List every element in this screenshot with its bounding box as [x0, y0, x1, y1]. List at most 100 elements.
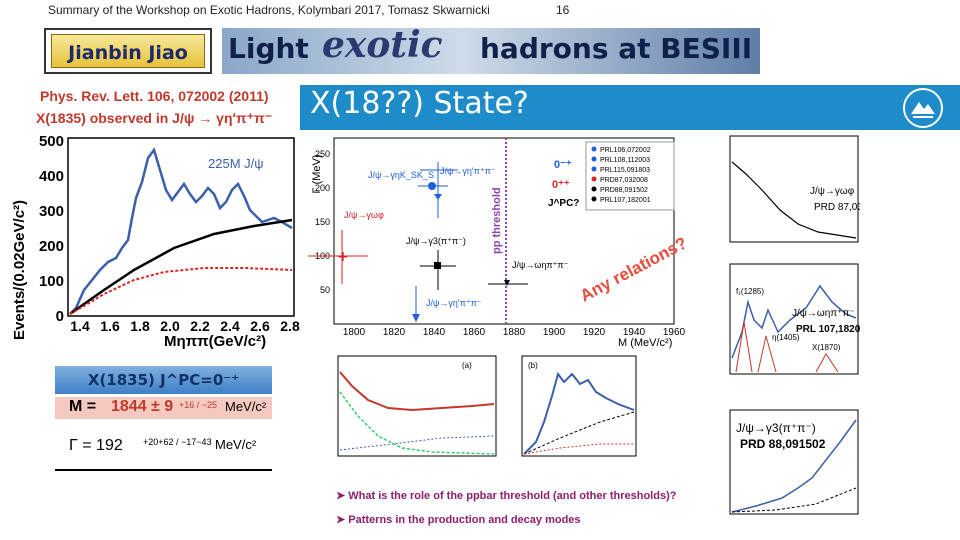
right-top-label: J/ψ→γωφ: [810, 186, 855, 197]
main-ytick-label: 200: [39, 238, 64, 255]
center-xtick-label: 1860: [463, 327, 486, 338]
center-xtick-label: 1960: [663, 327, 686, 338]
slide-title-bar: [300, 85, 960, 130]
point-prl107: [504, 280, 510, 286]
main-xtick-label: 2.4: [220, 318, 240, 334]
results-box: X(1835) J^PC=0⁻⁺ M = 1844 ± 9 +16 / −25 …: [55, 366, 272, 474]
right-mid-plot: f₁(1285) η(1405) X(1870) J/ψ→ωηπ⁺π⁻ PRL …: [729, 263, 860, 375]
point-prl108: [434, 194, 442, 200]
center-xtick-label: 1900: [543, 327, 566, 338]
plot-b-fit: [523, 371, 635, 455]
bullet-1: ➤ What is the role of the ppbar threshol…: [336, 490, 677, 502]
center-ytick-label: 150: [315, 217, 330, 227]
annot-etaprime-2: J/ψ→γη′π⁺π⁻: [426, 298, 482, 308]
plot-a: (a): [337, 355, 497, 457]
center-ytick-label: 250: [315, 149, 330, 159]
bullet-2: ➤ Patterns in the production and decay m…: [336, 514, 581, 526]
center-xtick-label: 1820: [383, 327, 406, 338]
main-xtick-label: 1.6: [100, 318, 120, 334]
right-mid-ref: PRL 107,182001: [796, 324, 860, 335]
pp-threshold-label: pp threshold: [491, 187, 503, 254]
right-top-curve: [731, 161, 857, 239]
logo-mountain-icon: [911, 102, 935, 118]
legend-marker: [591, 176, 597, 182]
point-prd87: +: [337, 249, 349, 265]
page-number: 16: [556, 3, 570, 17]
plot-b-phsp: [523, 443, 634, 455]
plot-a-component: [339, 391, 495, 455]
bullet-arrow-icon: ➤: [336, 514, 349, 526]
point-prd88: [434, 262, 441, 269]
width-label: Γ = 192: [69, 437, 123, 454]
right-bottom-label: J/ψ→γ3(π⁺π⁻): [736, 421, 816, 435]
center-plot-xlabel: M (MeV/c²): [618, 337, 672, 349]
right-top-plot: J/ψ→γωφ PRD 87,032008: [729, 135, 860, 243]
mass-row: M = 1844 ± 9 +16 / −25 MeV/c²: [55, 397, 272, 419]
right-mid-peak3: [815, 353, 839, 373]
author-box: Jianbin Jiao: [44, 28, 212, 74]
jpc-0pp: 0⁺⁺: [552, 179, 570, 191]
legend-marker: [591, 166, 597, 172]
legend-entry: PRL107,182001: [600, 197, 651, 204]
annot-etaKK: J/ψ→γηK_SK_S: [368, 170, 434, 180]
right-bottom-plot: J/ψ→γ3(π⁺π⁻) PRD 88,091502: [729, 409, 859, 515]
main-xtick-label: 2.6: [250, 318, 270, 334]
annot-etaprime: J/ψ→γη′π⁺π⁻: [440, 166, 496, 176]
main-plot-legend: 225M J/ψ: [208, 156, 264, 171]
author-name: Jianbin Jiao: [68, 42, 188, 64]
legend-marker: [591, 186, 597, 192]
title-exotic: exotic: [322, 24, 443, 66]
main-plot-yticks: 0 100 200 300 400 500: [39, 133, 64, 325]
right-mid-label: J/ψ→ωηπ⁺π⁻: [792, 308, 855, 319]
mass-label: M =: [69, 398, 97, 415]
main-mass-plot: Events/(0.02GeV/c²) 0 100 200 300 400 500 1.4…: [11, 133, 300, 350]
right-mid-frame: [729, 263, 859, 375]
title-banner: Light exotic hadrons at BESIII: [222, 24, 760, 74]
main-plot-xlabel: Mηππ(GeV/c²): [164, 333, 266, 350]
mass-error: +16 / −25: [179, 400, 218, 410]
center-xtick-label: 1920: [583, 327, 606, 338]
main-plot-ylabel: Events/(0.02GeV/c²): [11, 200, 28, 340]
legend-entry: PRD87,032008: [600, 177, 648, 184]
main-xtick-label: 1.8: [130, 318, 150, 334]
width-row: Γ = 192 +20+62 / −17−43 MeV/c²: [55, 429, 272, 471]
right-mid-peak2: [757, 335, 777, 373]
peak-x1870: X(1870): [812, 343, 841, 352]
center-ytick-label: 50: [320, 285, 330, 295]
right-mid-fit: [731, 284, 857, 359]
point-prl115: [412, 314, 420, 322]
main-fit-curve: [69, 147, 293, 315]
mass-unit: MeV/c²: [225, 399, 267, 414]
legend-entry: PRL115,091803: [600, 167, 650, 174]
center-plot-xticks: 1800 1820 1840 1860 1880 1900 1920 1940 1960: [343, 327, 686, 338]
main-ytick-label: 100: [39, 273, 64, 290]
main-xtick-label: 2.8: [280, 318, 300, 334]
width-unit: MeV/c²: [215, 437, 257, 452]
center-xtick-label: 1800: [343, 327, 366, 338]
main-ytick-label: 400: [39, 168, 64, 185]
jpc-unknown: J^PC?: [548, 198, 579, 209]
title-light: Light: [228, 32, 309, 65]
legend-marker: [591, 196, 597, 202]
plot-a-bkg: [339, 435, 495, 451]
right-bottom-fit: [731, 419, 857, 513]
legend-entry: PRL106,072002: [600, 147, 651, 154]
main-plot-xticks: 1.4 1.6 1.8 2.0 2.2 2.4 2.6 2.8: [70, 318, 300, 334]
plot-a-tag: (a): [462, 361, 472, 370]
width-error: +20+62 / −17−43: [143, 437, 212, 447]
peak-f1: f₁(1285): [736, 287, 764, 296]
annot-3pipi: J/ψ→γ3(π⁺π⁻): [406, 236, 466, 246]
jpc-0mp: 0⁻⁺: [554, 159, 572, 171]
peak-eta1405: η(1405): [772, 333, 800, 342]
center-xtick-label: 1940: [623, 327, 646, 338]
center-plot-ylabel: Γ (MeV): [311, 154, 323, 193]
right-bottom-bkg: [731, 487, 857, 513]
plot-b-tag: (b): [528, 361, 538, 370]
plot-b: (b): [521, 355, 637, 457]
right-bottom-ref: PRD 88,091502: [740, 437, 826, 451]
title-rest: hadrons at BESIII: [480, 32, 753, 65]
center-ytick-label: 200: [315, 183, 330, 193]
plot-b-frame: [521, 355, 637, 457]
author-badge: Jianbin Jiao: [51, 34, 205, 68]
results-header: X(1835) J^PC=0⁻⁺: [55, 366, 272, 394]
